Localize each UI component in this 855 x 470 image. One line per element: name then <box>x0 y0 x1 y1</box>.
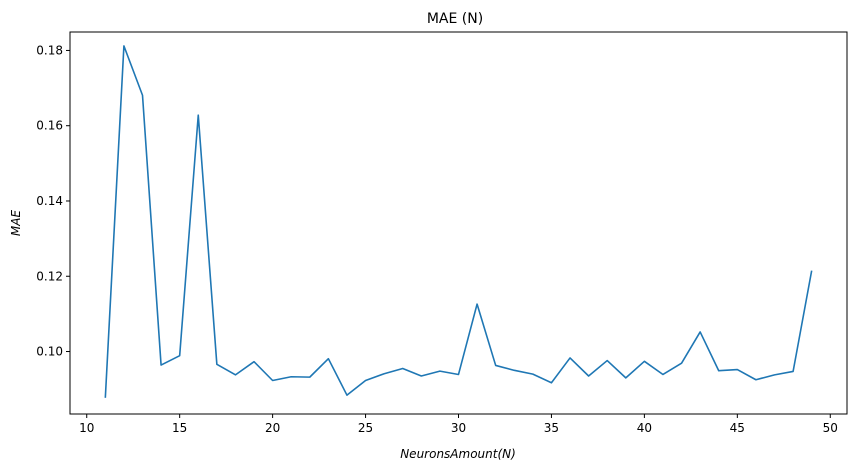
x-tick-label: 25 <box>358 421 373 435</box>
x-tick-label: 10 <box>79 421 94 435</box>
x-tick-label: 15 <box>172 421 187 435</box>
y-tick-label: 0.18 <box>36 43 63 57</box>
x-tick-label: 45 <box>730 421 745 435</box>
y-tick-label: 0.16 <box>36 119 63 133</box>
axis-ticks: 10 15 20 25 30 35 40 45 50 0.10 0.12 0.14 0.16 0.18 <box>36 43 838 435</box>
plot-frame <box>69 31 848 415</box>
x-tick-label: 30 <box>451 421 466 435</box>
plot-area <box>104 45 813 398</box>
y-tick-label: 0.14 <box>36 194 63 208</box>
x-axis-label: NeuronsAmount(N) <box>400 447 516 461</box>
series-line-0 <box>104 45 813 398</box>
y-tick-label: 0.10 <box>36 345 63 359</box>
x-tick-label: 40 <box>637 421 652 435</box>
x-tick-label: 20 <box>265 421 280 435</box>
x-tick-label: 35 <box>544 421 559 435</box>
chart-title: MAE (N) <box>427 11 483 27</box>
y-axis-label: MAE <box>9 210 23 237</box>
x-tick-label: 50 <box>823 421 838 435</box>
y-tick-label: 0.12 <box>36 269 63 283</box>
